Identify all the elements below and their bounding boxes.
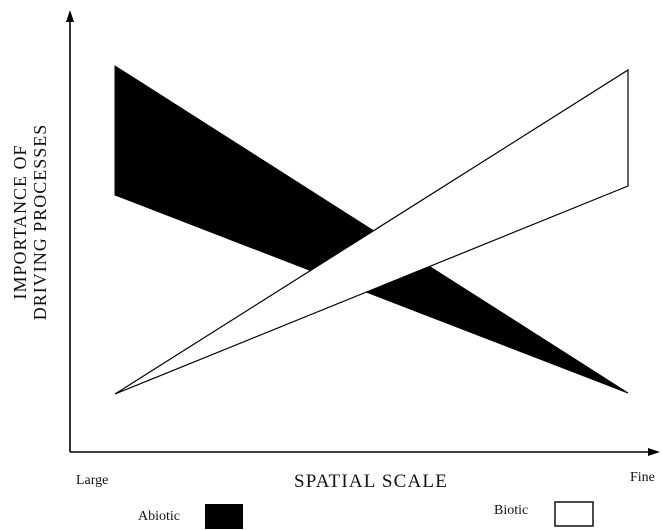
- x-axis-arrowhead: [648, 448, 660, 456]
- axes: [66, 10, 660, 456]
- legend-abiotic-swatch: [205, 504, 243, 529]
- abiotic-wedge: [114, 65, 629, 394]
- legend-biotic-label: Biotic: [494, 503, 528, 518]
- biotic-wedge: [114, 68, 629, 395]
- legend-abiotic-label: Abiotic: [138, 509, 180, 524]
- x-tick-large: Large: [76, 473, 108, 488]
- x-tick-fine: Fine: [630, 470, 655, 485]
- y-axis-label-line1: IMPORTANCE OF: [10, 145, 30, 300]
- y-axis-arrowhead: [66, 10, 74, 22]
- legend-biotic-swatch: [554, 501, 594, 527]
- y-axis-label: IMPORTANCE OF DRIVING PROCESSES: [10, 124, 50, 321]
- x-axis-label: SPATIAL SCALE: [294, 471, 448, 492]
- legend: Abiotic Biotic: [138, 501, 594, 529]
- y-axis-label-line2: DRIVING PROCESSES: [30, 124, 50, 321]
